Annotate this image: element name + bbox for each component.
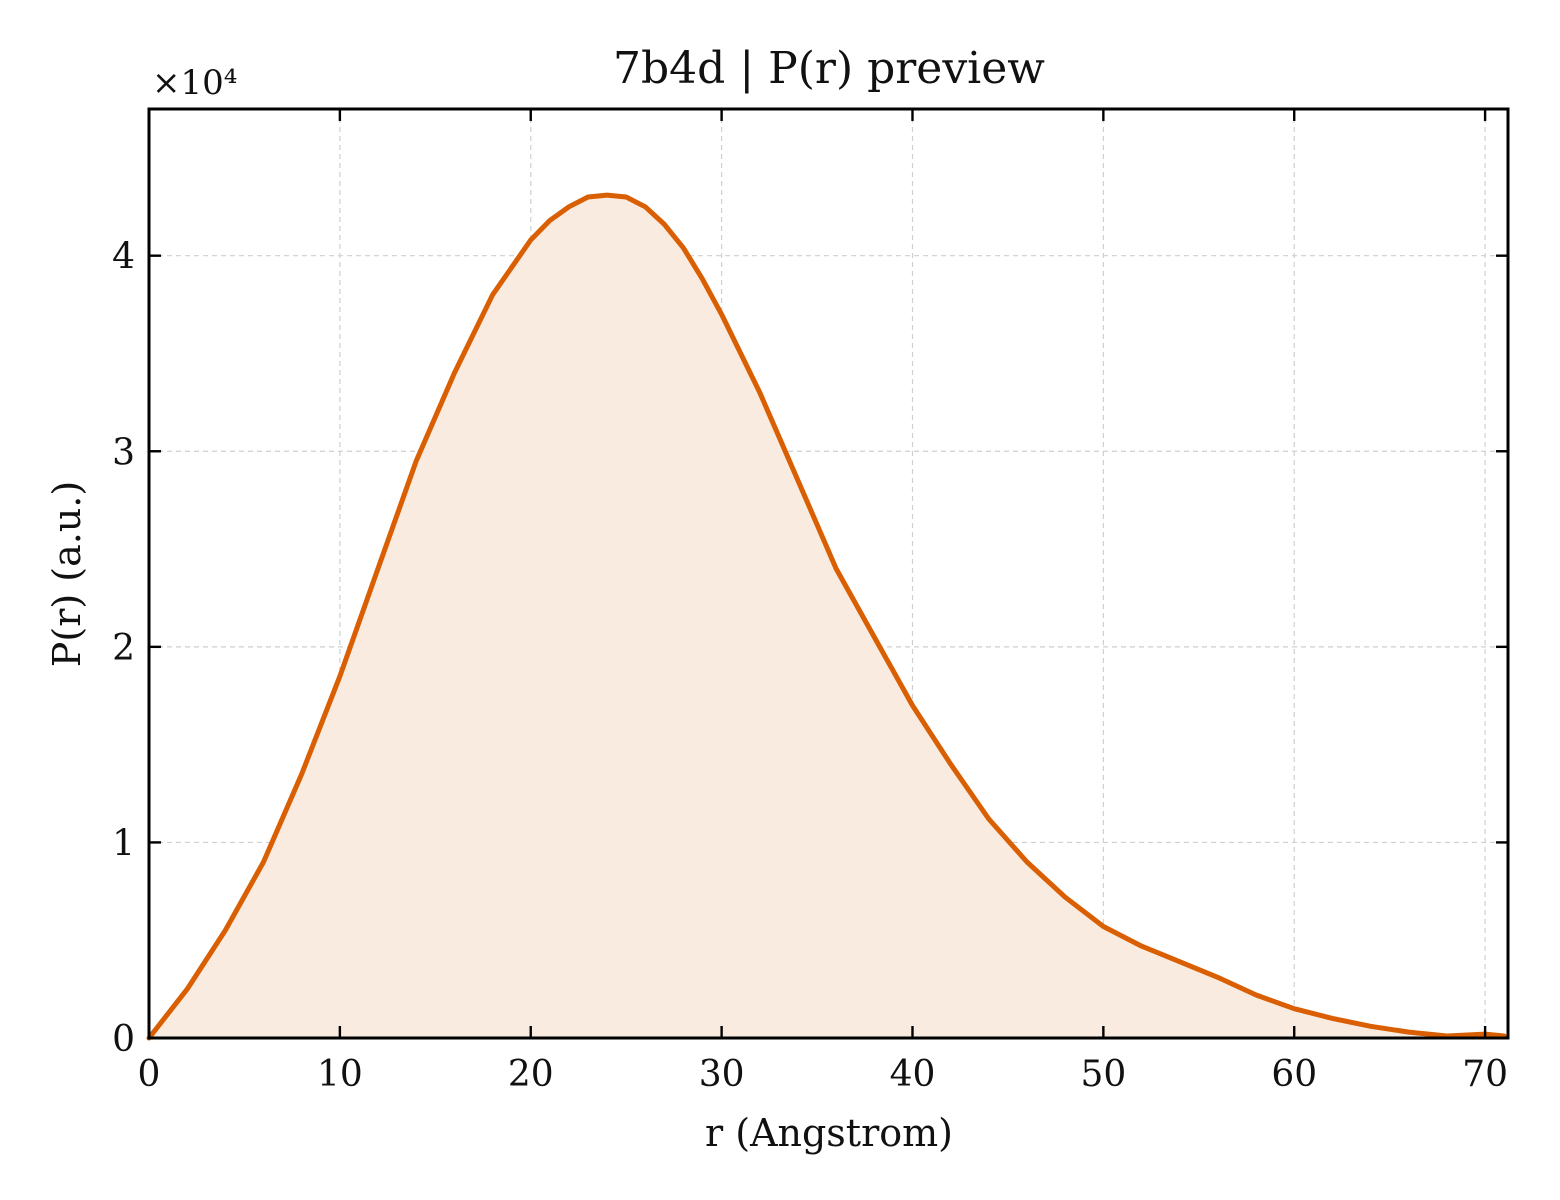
x-tick-label: 0 [138,1054,161,1095]
tick-layer: 0 10 20 30 40 50 60 70 0 1 2 3 4 [112,109,1508,1095]
x-axis-label: r (Angstrom) [705,1111,953,1155]
y-tick-label: 1 [112,823,135,864]
plot-frame [147,107,1510,1040]
y-axis-label: P(r) (a.u.) [45,481,89,667]
y-tick-label: 3 [112,432,135,473]
pr-area-fill [149,195,1505,1039]
chart-title: 7b4d | P(r) preview [613,43,1045,94]
y-tick-label: 4 [112,237,135,278]
x-tick-label: 50 [1080,1054,1126,1095]
y-tick-label: 2 [112,628,135,669]
x-tick-label: 60 [1271,1054,1317,1095]
x-tick-label: 10 [317,1054,363,1095]
y-offset-label: ×10⁴ [152,63,237,103]
x-tick-label: 70 [1462,1054,1508,1095]
x-tick-label: 40 [890,1054,936,1095]
x-tick-label: 30 [699,1054,745,1095]
pr-series-line [146,192,1507,1041]
x-tick-label: 20 [508,1054,554,1095]
y-tick-label: 0 [112,1019,135,1060]
